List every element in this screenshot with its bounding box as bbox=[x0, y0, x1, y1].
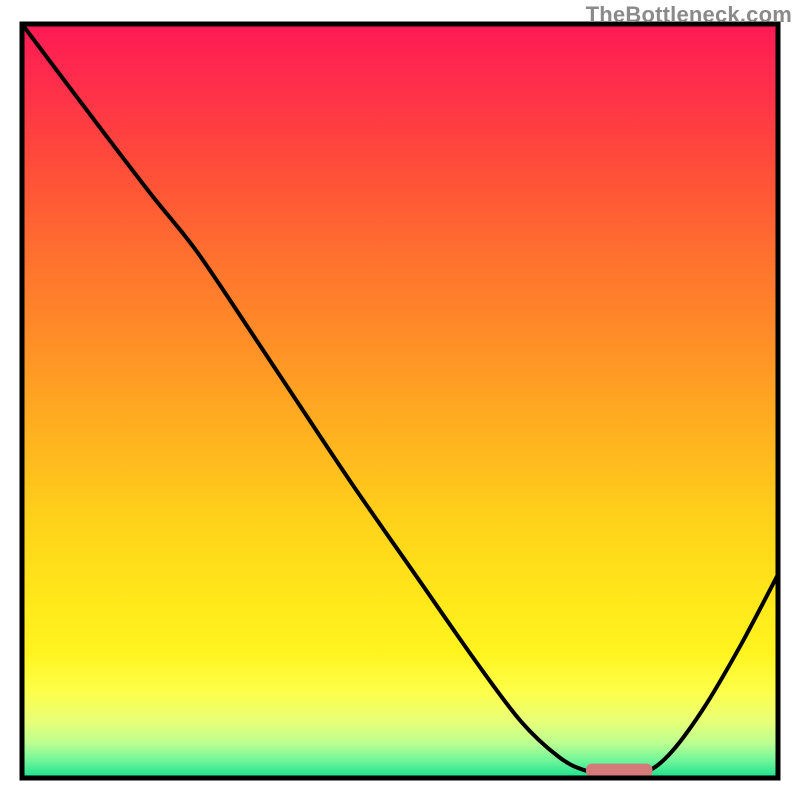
watermark-text: TheBottleneck.com bbox=[586, 2, 792, 28]
chart-svg bbox=[0, 0, 800, 800]
chart-frame: TheBottleneck.com bbox=[0, 0, 800, 800]
optimal-range-marker bbox=[586, 764, 653, 778]
gradient-background bbox=[22, 24, 778, 778]
